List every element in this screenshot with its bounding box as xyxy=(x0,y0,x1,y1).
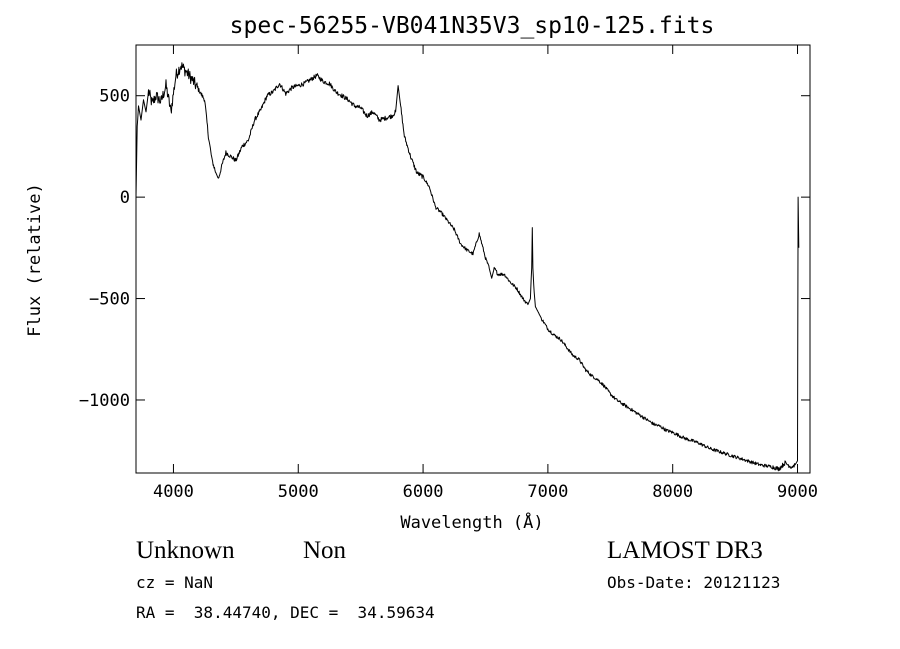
x-tick-label: 6000 xyxy=(403,482,444,502)
redshift-cz: cz = NaN xyxy=(136,573,214,592)
chart-title: spec-56255-VB041N35V3_sp10-125.fits xyxy=(230,13,715,39)
x-axis: 4000 5000 6000 7000 8000 9000 xyxy=(153,45,818,502)
coordinates: RA = 38.44740, DEC = 34.59634 xyxy=(136,603,435,622)
x-tick-label: 9000 xyxy=(777,482,818,502)
y-tick-label: −500 xyxy=(89,290,130,310)
object-subclass: Non xyxy=(303,537,347,564)
plot-frame xyxy=(135,44,811,474)
x-tick-label: 4000 xyxy=(153,482,194,502)
y-axis: 500 0 −500 −1000 xyxy=(79,87,810,411)
y-tick-label: 500 xyxy=(99,87,130,107)
x-tick-label: 7000 xyxy=(527,482,568,502)
y-axis-label: Flux (relative) xyxy=(25,183,45,337)
y-tick-label: −1000 xyxy=(79,391,130,411)
object-class: Unknown xyxy=(136,537,235,564)
spectrum-line xyxy=(135,62,800,472)
y-tick-label: 0 xyxy=(120,188,130,208)
survey-name: LAMOST DR3 xyxy=(607,537,763,564)
x-tick-label: 5000 xyxy=(278,482,319,502)
x-axis-label: Wavelength (Å) xyxy=(400,511,543,533)
x-tick-label: 8000 xyxy=(652,482,693,502)
observation-date: Obs-Date: 20121123 xyxy=(607,573,781,592)
